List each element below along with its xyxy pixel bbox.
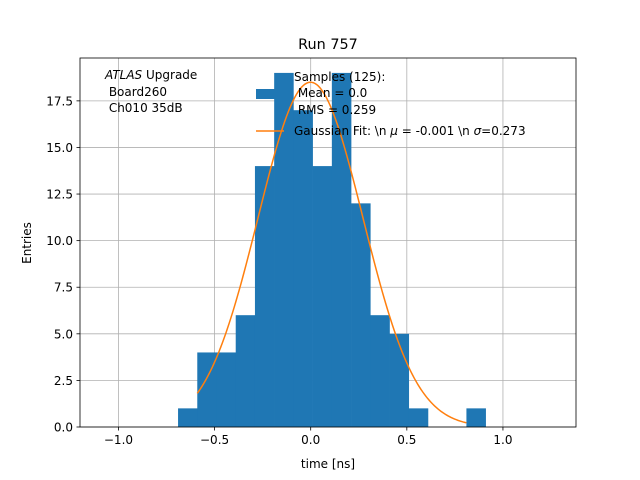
histogram-bar	[312, 166, 333, 427]
legend-fit-middle: = -0.001 \n	[398, 124, 474, 138]
legend-mu-symbol: μ	[389, 124, 398, 138]
histogram-bar	[293, 110, 313, 427]
y-tick-label: 12.5	[46, 188, 73, 202]
y-tick-label: 17.5	[46, 94, 73, 108]
legend-samples-line-2: Mean = 0.0	[294, 86, 367, 100]
histogram-bar	[216, 352, 237, 427]
histogram-bar	[235, 315, 256, 427]
x-tick-label: −1.0	[104, 433, 133, 447]
histogram-bars	[178, 72, 486, 427]
gaussian-fit-curve	[196, 81, 467, 424]
histogram-bar	[466, 408, 486, 427]
histogram-bar	[351, 203, 371, 427]
y-axis-label: Entries	[20, 222, 34, 264]
annotation-line-2: Board260	[105, 85, 167, 99]
upgrade-label: Upgrade	[142, 68, 197, 82]
x-tick-label: −0.5	[200, 433, 229, 447]
legend: Samples (125): Mean = 0.0 RMS = 0.259 Ga…	[256, 70, 526, 138]
x-axis-label: time [ns]	[301, 457, 355, 471]
histogram-bar	[254, 166, 275, 427]
y-tick-label: 2.5	[54, 374, 73, 388]
histogram-bar	[331, 72, 352, 427]
y-tick-label: 15.0	[46, 141, 73, 155]
atlas-label: ATLAS	[104, 68, 143, 82]
histogram-bar	[408, 408, 429, 427]
legend-fit-suffix: =0.273	[481, 124, 525, 138]
legend-samples-line-3: RMS = 0.259	[294, 103, 376, 117]
x-tick-label: 1.0	[493, 433, 512, 447]
histogram-bar	[197, 352, 217, 427]
y-tick-label: 7.5	[54, 281, 73, 295]
x-tick-label: 0.0	[301, 433, 320, 447]
legend-sigma-symbol: σ	[474, 124, 482, 138]
atlas-annotation: ATLAS Upgrade Board260 Ch010 35dB	[104, 68, 197, 115]
legend-fit-label: Gaussian Fit: \n μ = -0.001 \n σ=0.273	[294, 124, 526, 138]
histogram-bar	[274, 72, 294, 427]
legend-samples-patch	[256, 89, 284, 99]
annotation-line-1: ATLAS Upgrade	[104, 68, 197, 82]
legend-fit-prefix: Gaussian Fit: \n	[294, 124, 390, 138]
plot-frame	[79, 57, 577, 428]
y-tick-label: 5.0	[54, 327, 73, 341]
y-tick-label: 10.0	[46, 234, 73, 248]
axis-ticks: −1.0 −0.5 0.0 0.5 1.0 0.0 2.5 5.0 7.5 10.0 12.5 15.…	[46, 94, 512, 447]
annotation-line-3: Ch010 35dB	[105, 101, 183, 115]
histogram-bar	[370, 315, 390, 427]
histogram-bar	[389, 333, 410, 427]
histogram-bar	[178, 408, 198, 427]
legend-samples-line-1: Samples (125):	[294, 70, 385, 84]
y-tick-label: 0.0	[54, 421, 73, 435]
x-tick-label: 0.5	[397, 433, 416, 447]
chart-title: Run 757	[298, 37, 358, 53]
